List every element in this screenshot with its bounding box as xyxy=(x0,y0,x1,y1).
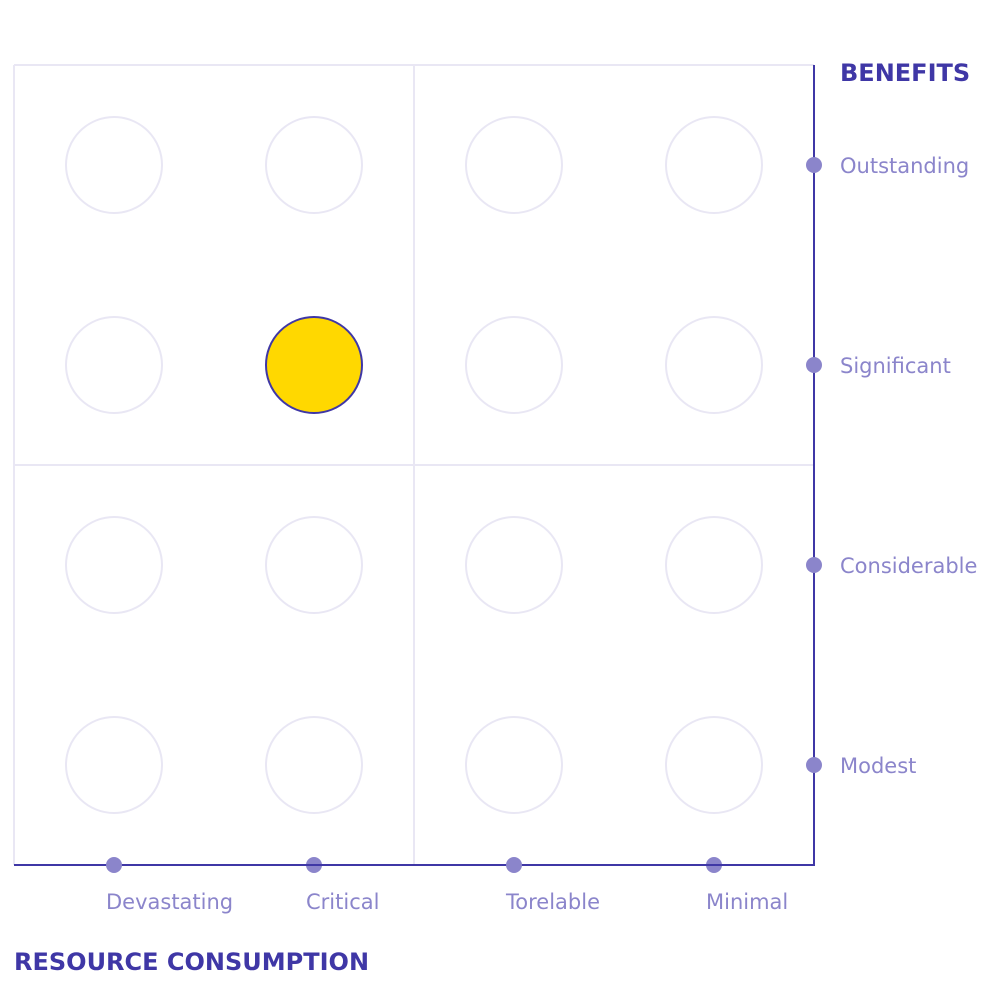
y-tick-label: Significant xyxy=(840,354,951,378)
cell-circle xyxy=(465,116,563,214)
x-tick-label: Torelable xyxy=(505,890,600,914)
grid xyxy=(13,64,814,865)
y-tick-dot xyxy=(806,157,822,173)
cell-circle xyxy=(465,316,563,414)
cell-circle xyxy=(465,716,563,814)
y-tick-label: Modest xyxy=(840,754,916,778)
y-tick-dot xyxy=(806,557,822,573)
y-axis-title: BENEFITS xyxy=(840,59,970,87)
y-tick-label: Outstanding xyxy=(840,154,969,178)
axes: Devastating Critical Torelable Minimal Modes… xyxy=(14,65,977,914)
y-tick-label: Considerable xyxy=(840,554,977,578)
cell-circle xyxy=(465,516,563,614)
x-tick-dot xyxy=(106,857,122,873)
matrix-cells xyxy=(65,116,763,814)
y-tick-dot xyxy=(806,357,822,373)
y-tick-dot xyxy=(806,757,822,773)
selected-cell-marker xyxy=(265,316,363,414)
cell-circle xyxy=(665,716,763,814)
cell-circle xyxy=(65,116,163,214)
x-tick-label: Critical xyxy=(306,890,379,914)
x-axis-title: RESOURCE CONSUMPTION xyxy=(14,948,369,976)
cell-circle xyxy=(665,316,763,414)
cell-circle xyxy=(665,516,763,614)
x-tick-label: Minimal xyxy=(706,890,788,914)
x-tick-label: Devastating xyxy=(106,890,233,914)
cell-circle xyxy=(65,316,163,414)
cell-circle xyxy=(265,516,363,614)
cell-circle xyxy=(265,716,363,814)
cell-circle xyxy=(665,116,763,214)
cell-circle xyxy=(65,516,163,614)
cell-circle xyxy=(65,716,163,814)
cell-circle xyxy=(265,116,363,214)
x-tick-dot xyxy=(506,857,522,873)
